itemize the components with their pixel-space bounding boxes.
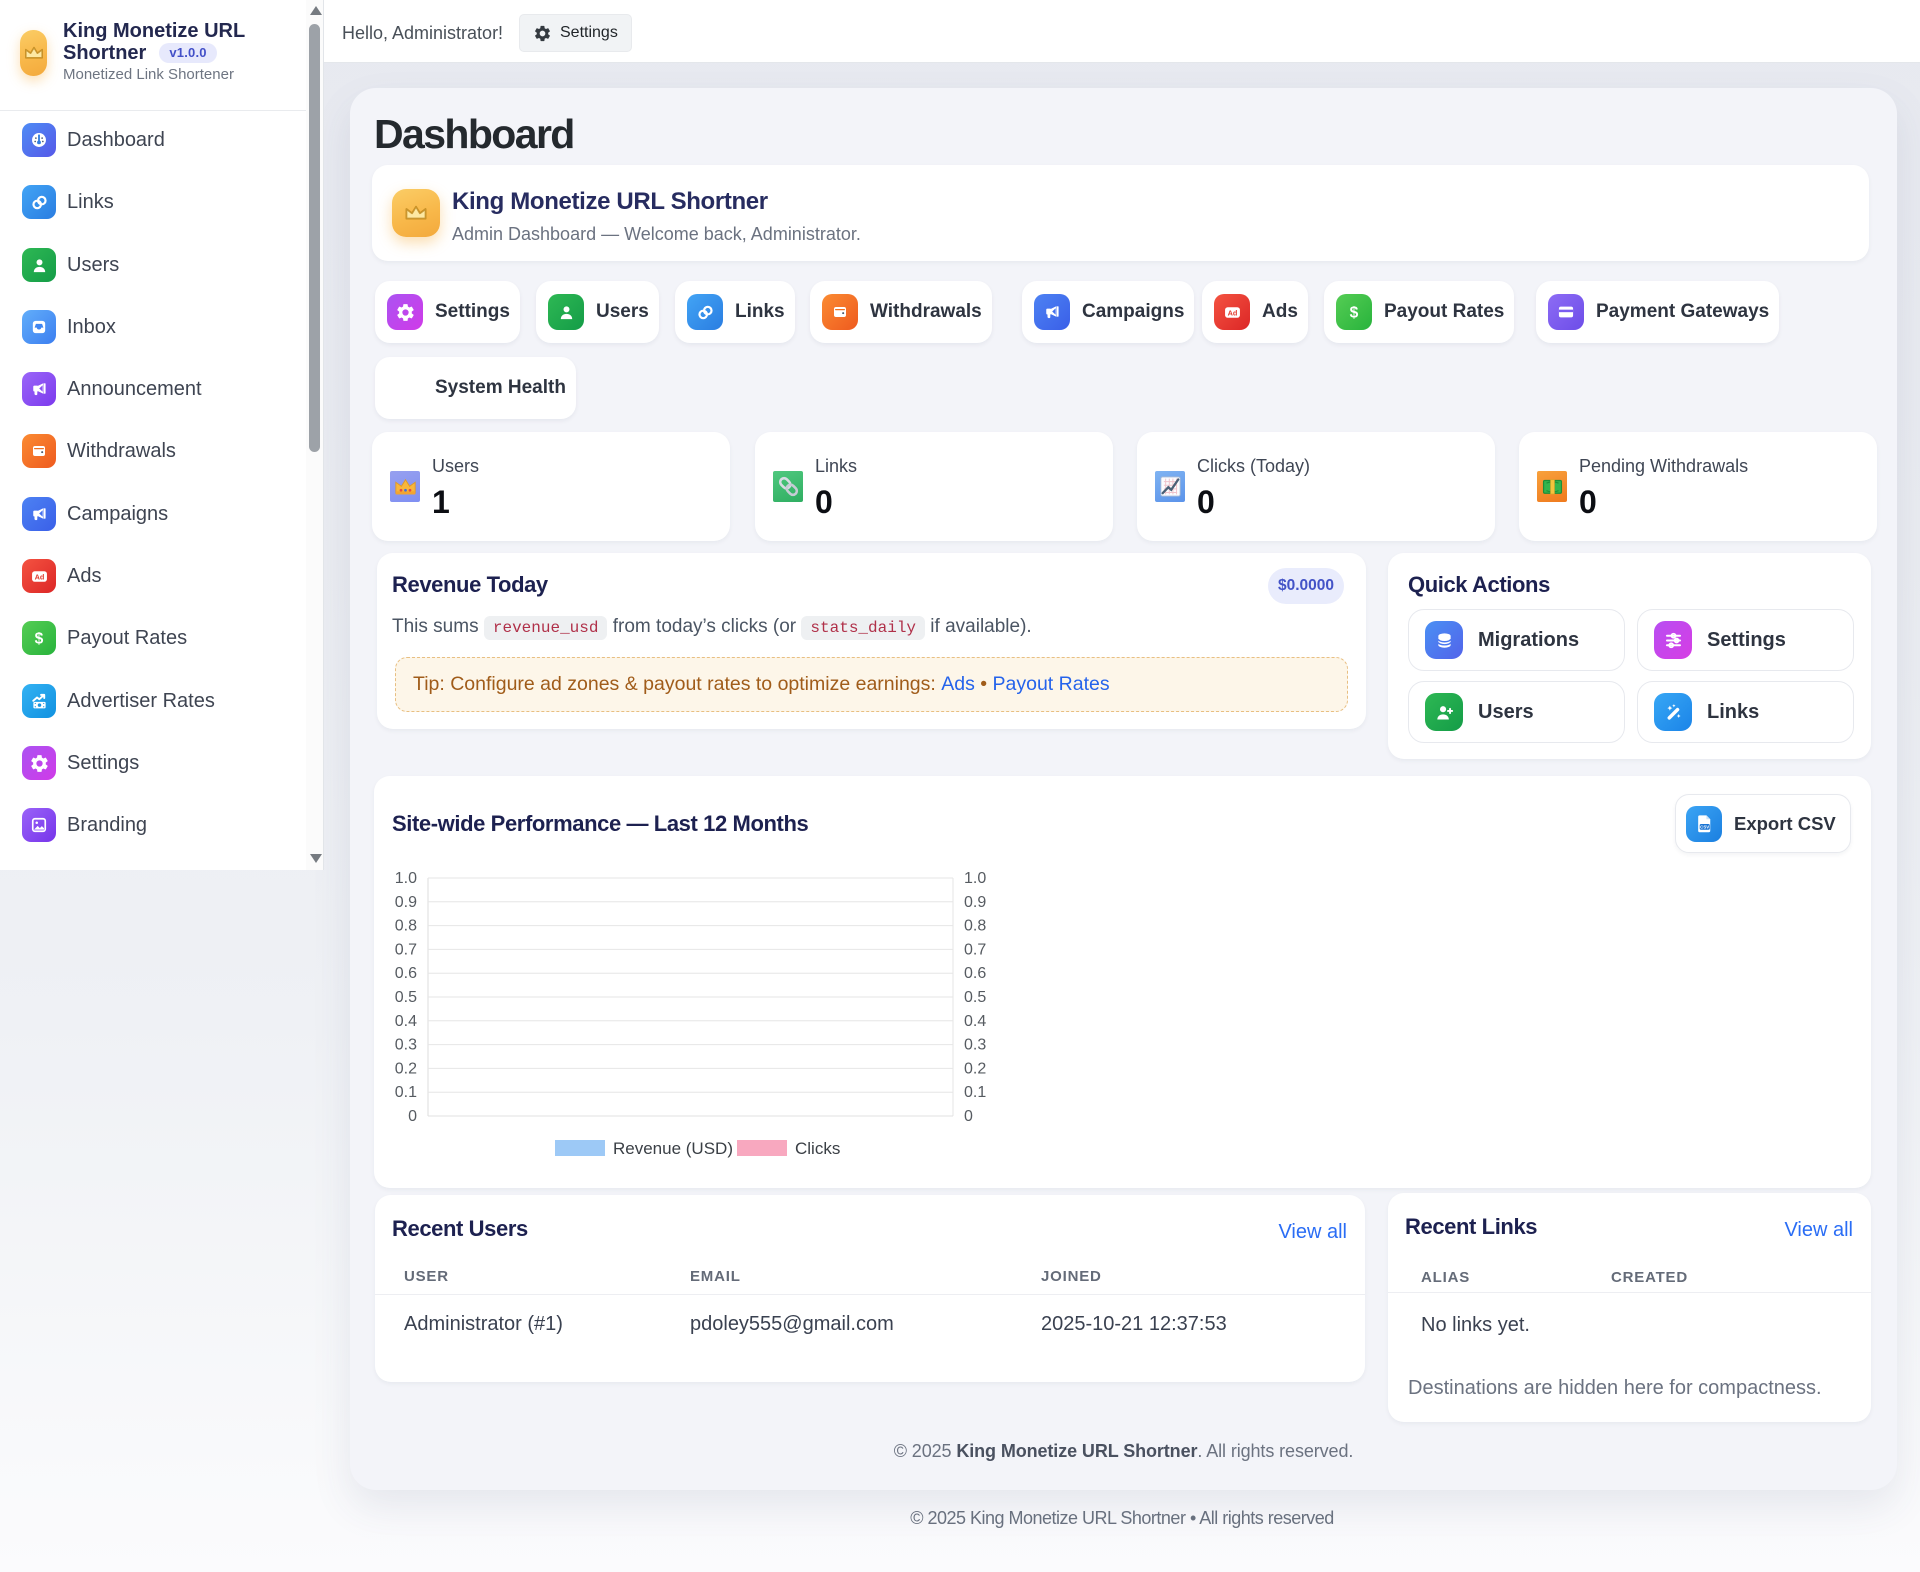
svg-text:0.9: 0.9	[964, 894, 986, 911]
svg-text:0.4: 0.4	[395, 1013, 417, 1030]
svg-text:0: 0	[408, 1108, 417, 1125]
svg-text:1.0: 1.0	[395, 870, 417, 887]
svg-text:0.5: 0.5	[964, 989, 986, 1006]
svg-text:0.8: 0.8	[964, 918, 986, 935]
svg-text:Revenue (USD): Revenue (USD)	[613, 1139, 733, 1158]
svg-text:Clicks: Clicks	[795, 1139, 840, 1158]
svg-text:0: 0	[964, 1108, 973, 1125]
svg-text:0.4: 0.4	[964, 1013, 986, 1030]
svg-text:$: $	[35, 631, 44, 648]
svg-text:0.8: 0.8	[395, 918, 417, 935]
svg-text:1.0: 1.0	[964, 870, 986, 887]
svg-text:0.1: 0.1	[964, 1084, 986, 1101]
svg-text:Ad: Ad	[34, 572, 44, 581]
svg-text:$: $	[1350, 305, 1359, 322]
svg-text:CSV: CSV	[1700, 824, 1709, 829]
svg-text:0.3: 0.3	[395, 1037, 417, 1054]
svg-text:0.9: 0.9	[395, 894, 417, 911]
svg-text:0.7: 0.7	[395, 941, 417, 958]
svg-text:0.2: 0.2	[964, 1060, 986, 1077]
svg-text:0.5: 0.5	[395, 989, 417, 1006]
svg-text:0.6: 0.6	[964, 965, 986, 982]
svg-text:0.2: 0.2	[395, 1060, 417, 1077]
svg-text:Ad: Ad	[1227, 308, 1237, 317]
svg-text:0.7: 0.7	[964, 941, 986, 958]
svg-text:0.6: 0.6	[395, 965, 417, 982]
svg-text:0.3: 0.3	[964, 1037, 986, 1054]
svg-text:0.1: 0.1	[395, 1084, 417, 1101]
